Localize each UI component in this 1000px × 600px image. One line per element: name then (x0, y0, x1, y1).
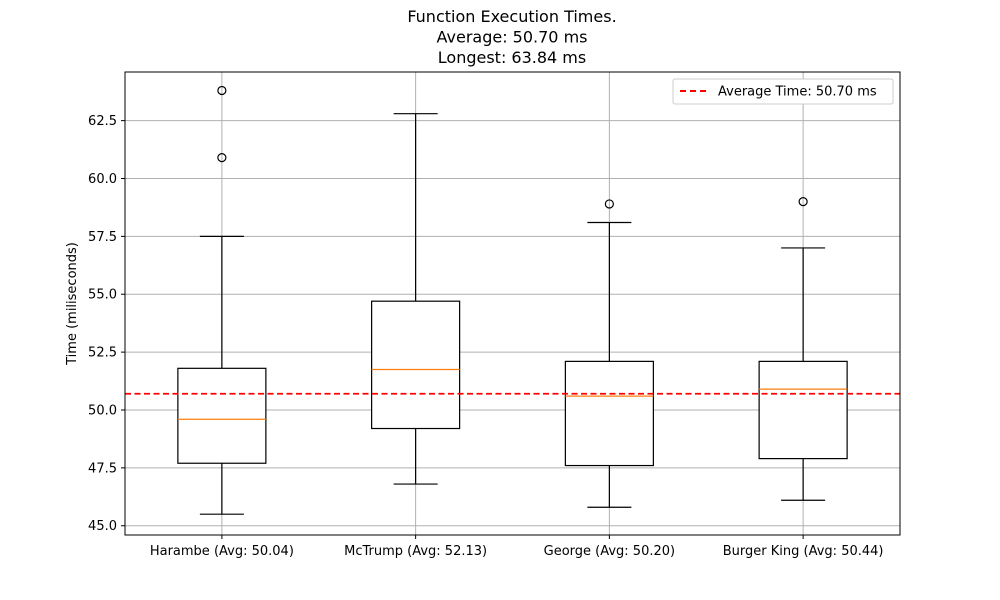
x-tick-label: George (Avg: 50.20) (544, 544, 675, 559)
y-axis-label: Time (miliseconds) (65, 242, 80, 366)
outlier-point (217, 153, 227, 163)
x-tick-label: Burger King (Avg: 50.44) (723, 544, 884, 559)
box-plot (177, 85, 267, 515)
legend: Average Time: 50.70 ms (672, 78, 894, 105)
chart-title-line: Longest: 63.84 ms (438, 48, 586, 67)
y-tick-label: 60.0 (88, 172, 117, 187)
legend-box (672, 78, 894, 105)
box-iqr (758, 360, 848, 460)
box-plot (371, 113, 461, 485)
y-tick-label: 62.5 (88, 114, 117, 129)
outlier-point (798, 197, 808, 207)
y-axis-ticks: 45.0 47.5 50.0 52.5 55.0 57.5 60.0 62.5 (88, 114, 125, 534)
y-tick-label: 50.0 (88, 403, 117, 418)
box-iqr (564, 360, 654, 467)
y-tick-label: 45.0 (88, 519, 117, 534)
box-plot (758, 197, 848, 501)
box-iqr (371, 300, 461, 430)
outlier-point (604, 199, 614, 209)
chart-title-line: Function Execution Times. (407, 7, 616, 26)
box-iqr (177, 367, 267, 464)
legend-label: Average Time: 50.70 ms (718, 85, 877, 100)
outlier-point (217, 85, 227, 96)
x-axis-ticks: Harambe (Avg: 50.04) McTrump (Avg: 52.13)… (150, 535, 884, 559)
y-tick-label: 57.5 (88, 230, 117, 245)
box-plot (564, 199, 654, 508)
x-tick-label: Harambe (Avg: 50.04) (150, 544, 294, 559)
y-tick-label: 55.0 (88, 288, 117, 303)
boxes (177, 85, 848, 515)
chart-title-line: Average: 50.70 ms (437, 28, 588, 47)
y-tick-label: 52.5 (88, 346, 117, 361)
plot-frame (124, 71, 901, 536)
x-tick-label: McTrump (Avg: 52.13) (344, 544, 487, 559)
chart-title: Function Execution Times. Average: 50.70 … (407, 7, 616, 67)
grid (125, 72, 900, 535)
y-tick-label: 47.5 (88, 461, 117, 476)
